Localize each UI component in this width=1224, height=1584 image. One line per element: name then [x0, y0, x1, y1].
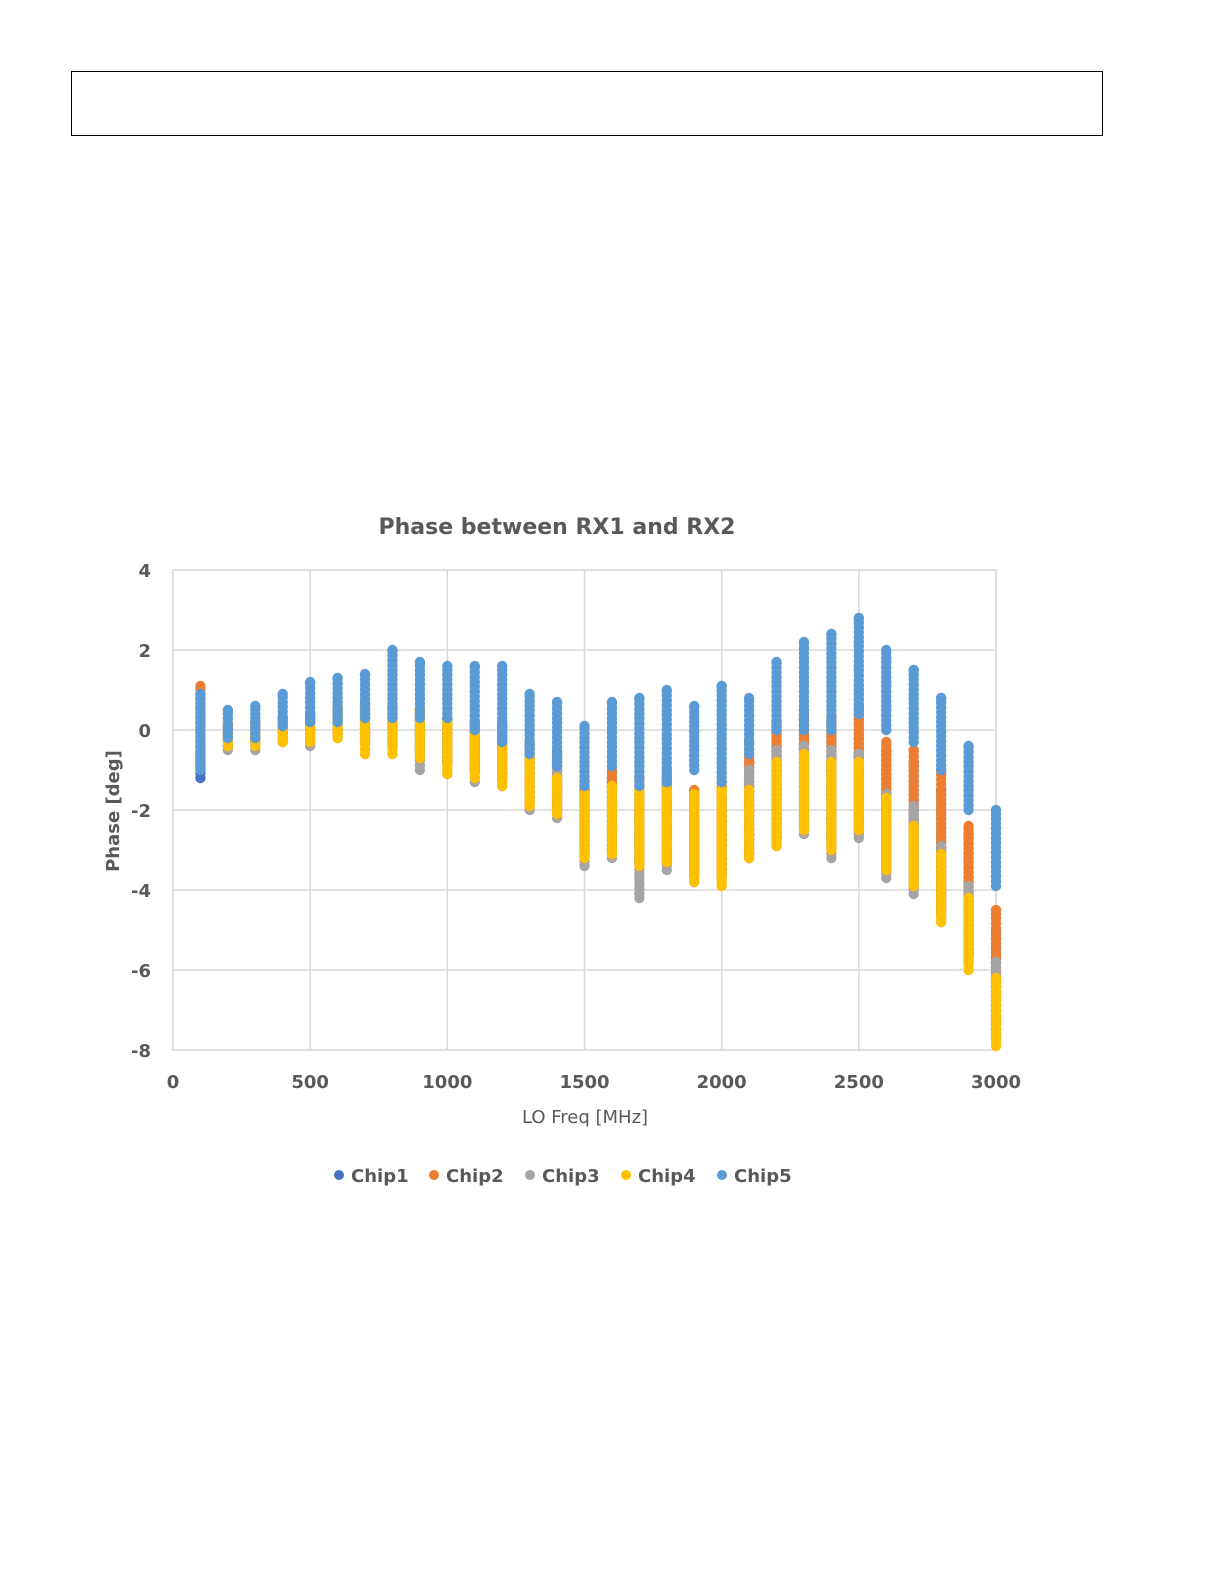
data-point	[798, 636, 810, 648]
data-point	[935, 692, 947, 704]
legend-label-chip5: Chip5	[734, 1166, 792, 1187]
series-chip2	[195, 680, 1002, 1040]
data-point	[304, 676, 316, 688]
data-point	[743, 692, 755, 704]
y-tick-label: -8	[131, 1041, 151, 1062]
y-axis-label: Phase [deg]	[103, 750, 124, 872]
data-point	[606, 780, 618, 792]
data-point	[771, 656, 782, 668]
x-tick-label: 2000	[697, 1072, 747, 1093]
data-point	[881, 736, 892, 748]
legend-marker-chip2	[429, 1170, 439, 1180]
data-point	[579, 788, 590, 800]
data-point	[908, 800, 919, 812]
data-point	[689, 788, 700, 800]
series-chip5	[195, 612, 1002, 892]
data-point	[826, 756, 837, 768]
x-tick-label: 0	[167, 1072, 180, 1093]
data-point	[716, 680, 727, 692]
data-point	[661, 784, 672, 796]
data-point	[798, 748, 810, 760]
data-point	[881, 792, 892, 804]
legend-marker-chip5	[717, 1170, 727, 1180]
x-tick-label: 2500	[834, 1072, 884, 1093]
data-point	[798, 740, 810, 752]
data-point	[990, 904, 1002, 916]
legend-marker-chip4	[621, 1170, 631, 1180]
y-tick-label: -2	[131, 801, 151, 822]
data-point	[963, 892, 974, 904]
series-chip3	[195, 700, 1002, 1044]
y-tick-label: -6	[131, 961, 151, 982]
data-point	[853, 748, 865, 760]
legend-marker-chip1	[334, 1170, 344, 1180]
data-point	[195, 680, 206, 692]
series-chip1	[195, 700, 1002, 1036]
y-tick-label: 0	[138, 721, 151, 742]
data-point	[908, 664, 919, 676]
data-point	[826, 628, 837, 640]
legend-label-chip3: Chip3	[542, 1166, 600, 1187]
data-point	[222, 704, 234, 716]
data-point	[689, 700, 700, 712]
y-tick-label: -4	[131, 881, 151, 902]
legend-label-chip1: Chip1	[351, 1166, 409, 1187]
data-point	[332, 672, 343, 684]
data-point	[387, 644, 398, 656]
header-box	[71, 71, 1103, 136]
x-axis-label: LO Freq [MHz]	[522, 1107, 648, 1128]
data-point	[935, 840, 947, 852]
data-point	[442, 660, 453, 672]
y-tick-label: 2	[138, 641, 151, 662]
data-point	[963, 740, 974, 752]
data-point	[935, 848, 947, 860]
data-point	[551, 772, 563, 784]
data-point	[963, 880, 974, 892]
data-point	[469, 660, 480, 672]
data-point	[908, 820, 919, 832]
legend-label-chip4: Chip4	[638, 1166, 696, 1187]
data-points	[195, 612, 1002, 1052]
data-point	[414, 656, 426, 668]
legend-marker-chip3	[525, 1170, 535, 1180]
data-point	[497, 660, 508, 672]
data-point	[853, 756, 865, 768]
x-tick-label: 1500	[559, 1072, 609, 1093]
y-tick-label: 4	[138, 561, 151, 582]
data-point	[661, 684, 672, 696]
data-point	[990, 972, 1002, 984]
series-chip4	[195, 700, 1002, 1052]
data-point	[908, 744, 919, 756]
data-point	[963, 820, 974, 832]
data-point	[771, 756, 782, 768]
data-point	[990, 804, 1002, 816]
data-point	[743, 784, 755, 796]
x-tick-label: 500	[291, 1072, 329, 1093]
x-tick-label: 1000	[422, 1072, 472, 1093]
data-point	[579, 720, 590, 732]
x-tick-label: 3000	[971, 1072, 1021, 1093]
data-point	[195, 688, 206, 700]
data-point	[551, 696, 563, 708]
data-point	[881, 644, 892, 656]
y-axis-ticks: 4 2 0 -2 -4 -6 -8	[131, 561, 151, 1062]
data-point	[853, 612, 865, 624]
data-point	[250, 700, 261, 712]
chart-title: Phase between RX1 and RX2	[379, 515, 736, 540]
legend-label-chip2: Chip2	[446, 1166, 504, 1187]
data-point	[743, 764, 755, 776]
data-point	[359, 668, 371, 680]
data-point	[524, 688, 535, 700]
data-point	[990, 956, 1002, 968]
data-point	[634, 692, 645, 704]
data-point	[606, 696, 618, 708]
data-point	[716, 784, 727, 796]
data-point	[826, 744, 837, 756]
data-point	[771, 744, 782, 756]
x-axis-ticks: 0 500 1000 1500 2000 2500 3000	[167, 1072, 1021, 1093]
data-point	[277, 688, 288, 700]
legend: Chip1 Chip2 Chip3 Chip4 Chip5	[334, 1166, 792, 1187]
